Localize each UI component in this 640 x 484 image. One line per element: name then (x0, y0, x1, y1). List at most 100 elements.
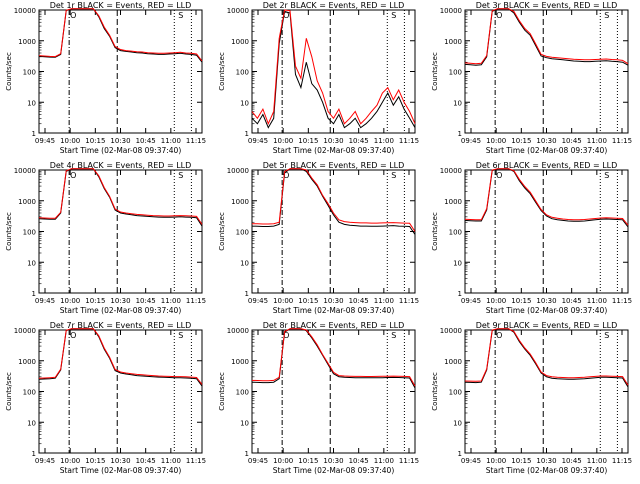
x-tick-label: 10:30 (536, 457, 556, 465)
x-axis-label: Start Time (02-Mar-08 09:37:40) (486, 146, 608, 155)
x-tick-label: 10:45 (349, 297, 369, 305)
y-tick-label: 1 (245, 450, 249, 458)
y-tick-label: 1000 (18, 358, 36, 366)
panel-det-3: 1 10 100 1000 10000 09:45 10:00 10:15 10:30 10:45… (431, 1, 632, 155)
y-tick-label: 1000 (231, 38, 249, 46)
y-axis-label: Counts/sec (218, 372, 226, 411)
marker-o: O (283, 171, 289, 180)
y-tick-label: 1000 (18, 198, 36, 206)
y-tick-label: 10000 (14, 167, 36, 175)
x-tick-label: 10:00 (273, 297, 293, 305)
x-tick-label: 11:15 (612, 297, 632, 305)
x-tick-label: 10:15 (511, 137, 531, 145)
x-tick-label: 09:45 (35, 457, 55, 465)
x-tick-label: 11:15 (612, 137, 632, 145)
x-tick-label: 10:00 (486, 457, 506, 465)
panel-title: Det 2r BLACK = Events, RED = LLD (263, 1, 405, 10)
y-tick-label: 10 (453, 99, 462, 107)
x-tick-label: 10:00 (273, 457, 293, 465)
y-tick-label: 1 (32, 290, 36, 298)
x-axis-label: Start Time (02-Mar-08 09:37:40) (486, 466, 608, 475)
x-tick-label: 10:00 (486, 297, 506, 305)
panel-title: Det 9r BLACK = Events, RED = LLD (476, 321, 618, 330)
y-axis-label: Counts/sec (218, 52, 226, 91)
panel-det-2: 1 10 100 1000 10000 09:45 10:00 10:15 10:30 10:45… (218, 1, 419, 155)
y-tick-label: 10 (240, 419, 249, 427)
x-tick-label: 10:00 (60, 297, 80, 305)
y-tick-label: 1000 (444, 358, 462, 366)
marker-o: O (70, 171, 76, 180)
lld-line (464, 328, 629, 386)
x-tick-label: 10:45 (349, 137, 369, 145)
x-tick-label: 11:15 (399, 457, 419, 465)
y-tick-label: 1000 (231, 358, 249, 366)
x-tick-label: 09:45 (248, 457, 268, 465)
panel-det-8: 1 10 100 1000 10000 09:45 10:00 10:15 10:30 10:45… (218, 321, 419, 475)
x-tick-label: 11:00 (374, 137, 394, 145)
marker-s: S (604, 171, 609, 180)
y-tick-label: 1000 (231, 198, 249, 206)
x-tick-label: 10:15 (85, 297, 105, 305)
plot-frame (251, 169, 416, 294)
x-tick-label: 10:30 (110, 137, 130, 145)
x-axis-label: Start Time (02-Mar-08 09:37:40) (273, 466, 395, 475)
plot-frame (464, 9, 629, 134)
x-tick-label: 10:15 (298, 137, 318, 145)
y-tick-label: 10000 (227, 7, 249, 15)
x-axis-label: Start Time (02-Mar-08 09:37:40) (60, 306, 182, 315)
marker-s: S (604, 11, 609, 20)
y-tick-label: 10 (240, 99, 249, 107)
y-tick-label: 10000 (227, 167, 249, 175)
y-tick-label: 10000 (14, 7, 36, 15)
x-tick-label: 10:30 (323, 137, 343, 145)
panel-title: Det 8r BLACK = Events, RED = LLD (263, 321, 405, 330)
y-tick-label: 10 (27, 419, 36, 427)
y-tick-label: 100 (449, 389, 462, 397)
x-tick-label: 10:45 (136, 137, 156, 145)
y-tick-label: 1 (458, 130, 462, 138)
x-tick-label: 10:15 (85, 457, 105, 465)
y-tick-label: 100 (23, 389, 36, 397)
x-axis-label: Start Time (02-Mar-08 09:37:40) (60, 466, 182, 475)
x-tick-label: 09:45 (461, 457, 481, 465)
y-axis-label: Counts/sec (431, 52, 439, 91)
panel-det-5: 1 10 100 1000 10000 09:45 10:00 10:15 10:30 10:45… (218, 161, 419, 315)
x-tick-label: 10:00 (486, 137, 506, 145)
x-tick-label: 11:00 (587, 137, 607, 145)
x-tick-label: 11:15 (186, 297, 206, 305)
x-tick-label: 10:00 (273, 137, 293, 145)
y-axis-label: Counts/sec (5, 212, 13, 251)
y-tick-label: 10000 (227, 327, 249, 335)
events-line (251, 168, 416, 235)
x-tick-label: 11:15 (612, 457, 632, 465)
y-tick-label: 100 (449, 69, 462, 77)
x-tick-label: 09:45 (35, 137, 55, 145)
x-tick-label: 11:00 (587, 457, 607, 465)
panel-det-1: 1 10 100 1000 10000 09:45 10:00 10:15 10:30 10:45… (5, 1, 206, 155)
x-tick-label: 11:00 (374, 297, 394, 305)
x-tick-label: 10:00 (60, 137, 80, 145)
x-axis-label: Start Time (02-Mar-08 09:37:40) (486, 306, 608, 315)
x-axis-label: Start Time (02-Mar-08 09:37:40) (60, 146, 182, 155)
y-tick-label: 10 (240, 259, 249, 267)
lld-line (38, 168, 203, 225)
y-axis-label: Counts/sec (5, 372, 13, 411)
x-tick-label: 10:15 (298, 457, 318, 465)
x-tick-label: 10:15 (85, 137, 105, 145)
x-tick-label: 10:15 (511, 457, 531, 465)
x-tick-label: 10:45 (136, 457, 156, 465)
x-tick-label: 11:00 (161, 137, 181, 145)
x-tick-label: 11:00 (161, 457, 181, 465)
marker-s: S (391, 331, 396, 340)
x-tick-label: 11:15 (399, 137, 419, 145)
marker-o: O (70, 11, 76, 20)
x-tick-label: 11:00 (587, 297, 607, 305)
y-tick-label: 10 (453, 419, 462, 427)
panel-det-6: 1 10 100 1000 10000 09:45 10:00 10:15 10:30 10:45… (431, 161, 632, 315)
x-tick-label: 10:30 (536, 297, 556, 305)
panel-title: Det 7r BLACK = Events, RED = LLD (50, 321, 192, 330)
y-tick-label: 10000 (440, 7, 462, 15)
y-tick-label: 10000 (440, 167, 462, 175)
